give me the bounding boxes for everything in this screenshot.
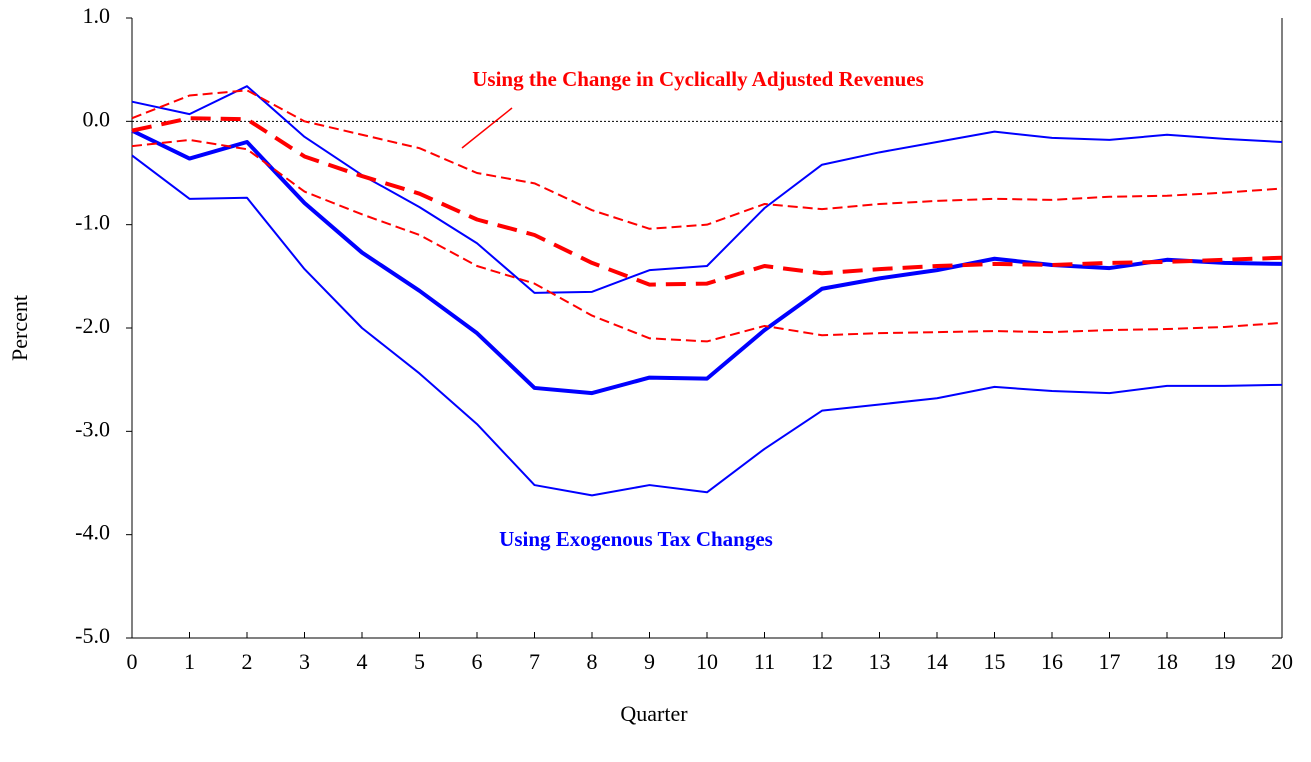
annotation-pointer	[461, 107, 513, 149]
x-tick-label: 3	[299, 649, 310, 674]
x-tick-label: 4	[357, 649, 368, 674]
y-tick-label: -4.0	[75, 520, 110, 545]
y-tick-label: 0.0	[83, 106, 111, 131]
x-tick-label: 8	[587, 649, 598, 674]
x-tick-label: 9	[644, 649, 655, 674]
y-tick-label: -1.0	[75, 210, 110, 235]
series-line	[131, 154, 1283, 497]
series-line	[131, 138, 1283, 343]
x-tick-label: 19	[1214, 649, 1236, 674]
x-tick-label: 18	[1156, 649, 1178, 674]
x-tick-label: 16	[1041, 649, 1063, 674]
y-tick-label: 1.0	[83, 3, 111, 28]
x-tick-label: 11	[754, 649, 775, 674]
series-line	[131, 85, 1283, 294]
x-tick-label: 5	[414, 649, 425, 674]
x-tick-label: 10	[696, 649, 718, 674]
x-tick-label: 2	[242, 649, 253, 674]
x-tick-label: 1	[184, 649, 195, 674]
x-tick-label: 14	[926, 649, 948, 674]
series-line	[131, 116, 1283, 287]
annotation: Using the Change in Cyclically Adjusted …	[472, 67, 924, 91]
series-line	[131, 89, 1283, 230]
x-axis-label: Quarter	[620, 701, 688, 726]
x-tick-label: 0	[127, 649, 138, 674]
x-tick-label: 6	[472, 649, 483, 674]
y-axis-label: Percent	[7, 295, 32, 361]
y-tick-label: -5.0	[75, 623, 110, 648]
y-tick-label: -2.0	[75, 313, 110, 338]
x-tick-label: 12	[811, 649, 833, 674]
series-line	[131, 128, 1283, 396]
y-tick-label: -3.0	[75, 416, 110, 441]
annotation: Using Exogenous Tax Changes	[499, 527, 773, 551]
x-tick-label: 17	[1099, 649, 1121, 674]
x-tick-label: 13	[869, 649, 891, 674]
x-tick-label: 20	[1271, 649, 1293, 674]
x-tick-label: 15	[984, 649, 1006, 674]
x-tick-label: 7	[529, 649, 540, 674]
